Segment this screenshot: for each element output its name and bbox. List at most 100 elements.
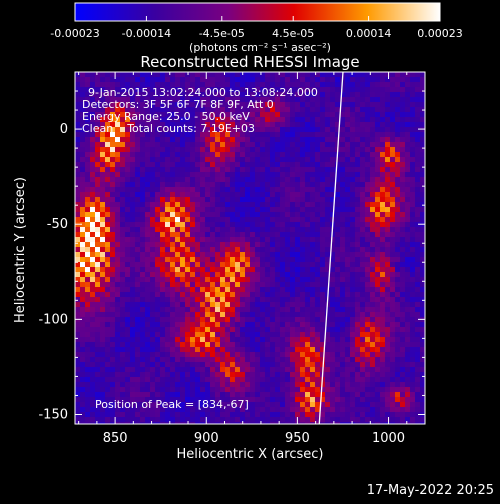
- heatmap-cell: [375, 132, 380, 137]
- heatmap-cell: [340, 117, 345, 122]
- heatmap-cell: [400, 387, 405, 392]
- heatmap-cell: [95, 227, 100, 232]
- heatmap-cell: [315, 302, 320, 307]
- heatmap-cell: [245, 237, 250, 242]
- heatmap-cell: [110, 202, 115, 207]
- heatmap-cell: [405, 397, 410, 402]
- heatmap-cell: [270, 147, 275, 152]
- heatmap-cell: [155, 312, 160, 317]
- heatmap-cell: [220, 257, 225, 262]
- heatmap-cell: [415, 352, 420, 357]
- heatmap-cell: [325, 257, 330, 262]
- heatmap-cell: [260, 307, 265, 312]
- heatmap-cell: [140, 352, 145, 357]
- heatmap-cell: [150, 317, 155, 322]
- heatmap-cell: [95, 422, 100, 427]
- heatmap-cell: [415, 112, 420, 117]
- heatmap-cell: [290, 312, 295, 317]
- heatmap-cell: [115, 387, 120, 392]
- heatmap-cell: [415, 327, 420, 332]
- heatmap-cell: [375, 212, 380, 217]
- heatmap-cell: [200, 242, 205, 247]
- heatmap-cell: [160, 242, 165, 247]
- heatmap-cell: [380, 397, 385, 402]
- heatmap-cell: [240, 262, 245, 267]
- heatmap-cell: [245, 367, 250, 372]
- heatmap-cell: [415, 332, 420, 337]
- heatmap-cell: [160, 292, 165, 297]
- heatmap-cell: [160, 252, 165, 257]
- heatmap-cell: [300, 187, 305, 192]
- heatmap-cell: [350, 187, 355, 192]
- heatmap-cell: [120, 182, 125, 187]
- heatmap-cell: [110, 267, 115, 272]
- heatmap-cell: [295, 272, 300, 277]
- heatmap-cell: [215, 387, 220, 392]
- heatmap-cell: [105, 272, 110, 277]
- heatmap-cell: [350, 232, 355, 237]
- heatmap-cell: [140, 417, 145, 422]
- heatmap-cell: [185, 412, 190, 417]
- heatmap-cell: [390, 342, 395, 347]
- heatmap-cell: [380, 252, 385, 257]
- heatmap-cell: [400, 302, 405, 307]
- heatmap-cell: [185, 337, 190, 342]
- heatmap-cell: [300, 132, 305, 137]
- heatmap-cell: [290, 422, 295, 427]
- heatmap-cell: [390, 262, 395, 267]
- heatmap-cell: [190, 342, 195, 347]
- heatmap-cell: [195, 287, 200, 292]
- heatmap-cell: [105, 172, 110, 177]
- heatmap-cell: [185, 342, 190, 347]
- heatmap-cell: [325, 77, 330, 82]
- heatmap-cell: [350, 257, 355, 262]
- heatmap-cell: [205, 342, 210, 347]
- heatmap-cell: [200, 317, 205, 322]
- heatmap-cell: [95, 167, 100, 172]
- heatmap-cell: [180, 312, 185, 317]
- heatmap-cell: [160, 197, 165, 202]
- heatmap-cell: [405, 97, 410, 102]
- heatmap-cell: [265, 317, 270, 322]
- heatmap-cell: [240, 182, 245, 187]
- heatmap-cell: [260, 147, 265, 152]
- heatmap-cell: [135, 157, 140, 162]
- heatmap-cell: [110, 272, 115, 277]
- heatmap-cell: [310, 327, 315, 332]
- heatmap-cell: [170, 137, 175, 142]
- heatmap-cell: [300, 127, 305, 132]
- heatmap-cell: [145, 147, 150, 152]
- heatmap-cell: [185, 267, 190, 272]
- heatmap-cell: [180, 322, 185, 327]
- heatmap-cell: [130, 352, 135, 357]
- heatmap-cell: [310, 207, 315, 212]
- heatmap-cell: [240, 282, 245, 287]
- heatmap-cell: [325, 282, 330, 287]
- heatmap-cell: [215, 337, 220, 342]
- heatmap-cell: [305, 167, 310, 172]
- heatmap-cell: [365, 282, 370, 287]
- heatmap-cell: [150, 212, 155, 217]
- heatmap-cell: [170, 182, 175, 187]
- heatmap-cell: [310, 77, 315, 82]
- heatmap-cell: [245, 207, 250, 212]
- heatmap-cell: [250, 237, 255, 242]
- heatmap-cell: [265, 257, 270, 262]
- heatmap-cell: [345, 177, 350, 182]
- heatmap-cell: [125, 382, 130, 387]
- heatmap-cell: [115, 207, 120, 212]
- heatmap-cell: [210, 287, 215, 292]
- heatmap-cell: [260, 382, 265, 387]
- heatmap-cell: [75, 122, 80, 127]
- heatmap-cell: [300, 422, 305, 427]
- heatmap-cell: [80, 287, 85, 292]
- heatmap-cell: [330, 402, 335, 407]
- heatmap-cell: [80, 387, 85, 392]
- heatmap-cell: [225, 382, 230, 387]
- heatmap-cell: [195, 412, 200, 417]
- heatmap-cell: [215, 297, 220, 302]
- heatmap-cell: [165, 147, 170, 152]
- heatmap-cell: [155, 207, 160, 212]
- heatmap-cell: [395, 392, 400, 397]
- heatmap-cell: [415, 177, 420, 182]
